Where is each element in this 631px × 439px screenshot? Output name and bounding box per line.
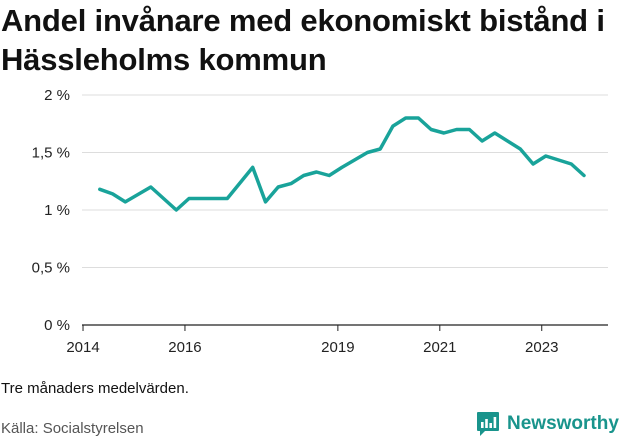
y-tick-label: 0 %: [44, 317, 70, 334]
x-tick-label: 2023: [525, 339, 558, 356]
grid-lines: [82, 94, 608, 268]
series-line: [98, 116, 586, 212]
x-tick-label: 2016: [168, 339, 201, 356]
series-lines: [98, 116, 586, 212]
x-tick-label: 2014: [66, 339, 99, 356]
chart-note: Tre månaders medelvärden.: [1, 380, 189, 397]
y-tick-label: 0,5 %: [32, 260, 70, 277]
y-tick-label: 1,5 %: [32, 145, 70, 162]
brand-logo[interactable]: Newsworthy: [476, 410, 619, 438]
y-axis-labels: 0 % 0,5 % 1 % 1,5 % 2 %: [32, 87, 70, 334]
x-tick-label: 2019: [321, 339, 354, 356]
x-tick-label: 2021: [423, 339, 456, 356]
y-tick-label: 2 %: [44, 87, 70, 104]
source-credit: Källa: Socialstyrelsen: [1, 420, 144, 437]
y-tick-label: 1 %: [44, 202, 70, 219]
chart-title: Andel invånare med ekonomiskt bistånd i …: [1, 3, 605, 77]
newsworthy-logo-icon: [477, 412, 499, 436]
x-axis: 2014 2016 2019 2021 2023: [66, 324, 608, 356]
brand-name: Newsworthy: [507, 413, 619, 434]
